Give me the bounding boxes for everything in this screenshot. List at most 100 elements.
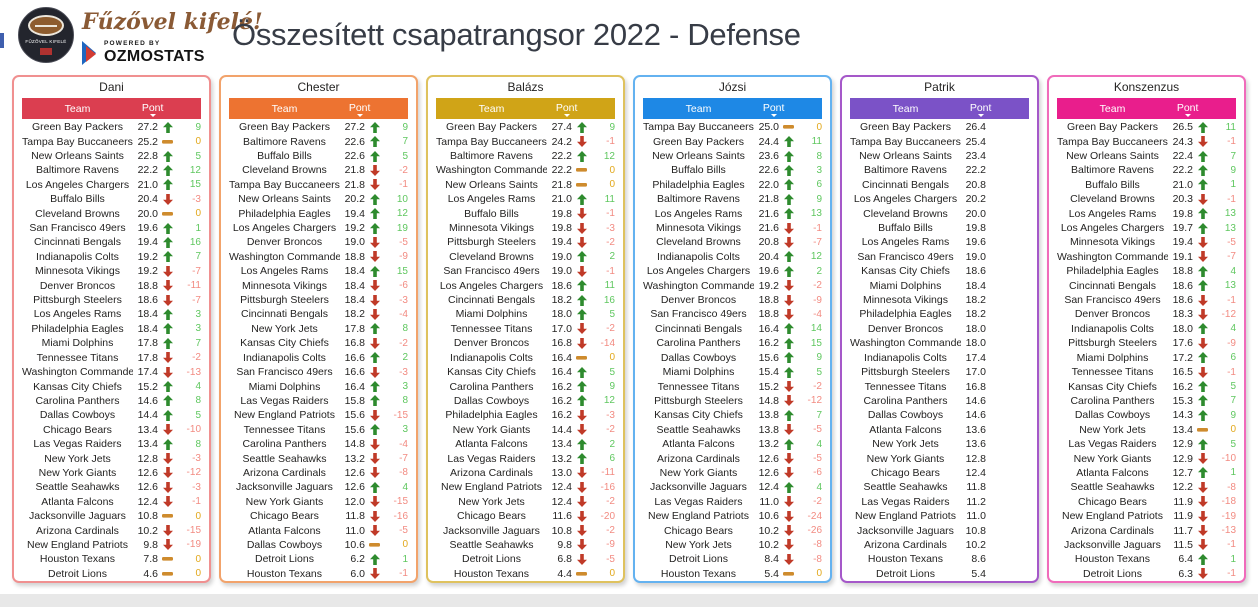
table-row[interactable]: Chicago Bears 11.6 -20 [428, 509, 623, 523]
table-row[interactable]: New York Jets 12.8 -3 [14, 451, 209, 465]
table-row[interactable]: San Francisco 49ers 19.0 -1 [428, 264, 623, 278]
table-row[interactable]: Kansas City Chiefs 16.2 5 [1049, 379, 1244, 393]
table-row[interactable]: Tampa Bay Buccaneers 25.0 0 [635, 120, 830, 134]
table-row[interactable]: Cincinnati Bengals 18.2 16 [428, 293, 623, 307]
table-row[interactable]: Detroit Lions 8.4 -8 [635, 552, 830, 566]
table-row[interactable]: Chicago Bears 13.4 -10 [14, 423, 209, 437]
table-row[interactable]: New England Patriots 11.9 -19 [1049, 509, 1244, 523]
table-row[interactable]: Tennessee Titans 15.2 -2 [635, 379, 830, 393]
table-row[interactable]: Pittsburgh Steelers 18.6 -7 [14, 293, 209, 307]
table-row[interactable]: Las Vegas Raiders 12.9 5 [1049, 437, 1244, 451]
table-row[interactable]: Detroit Lions 4.6 0 [14, 567, 209, 581]
table-row[interactable]: San Francisco 49ers 18.6 -1 [1049, 293, 1244, 307]
table-row[interactable]: Green Bay Packers 27.4 9 [428, 120, 623, 134]
column-header-team[interactable]: Team [64, 102, 91, 115]
table-row[interactable]: Green Bay Packers 27.2 9 [14, 120, 209, 134]
column-header-pont[interactable]: Pont [340, 98, 379, 119]
table-row[interactable]: Tennessee Titans 15.6 3 [221, 423, 416, 437]
table-row[interactable]: Tampa Bay Buccaneers 24.3 -1 [1049, 134, 1244, 148]
table-row[interactable]: Chicago Bears 11.9 -18 [1049, 495, 1244, 509]
table-row[interactable]: Atlanta Falcons 11.0 -5 [221, 523, 416, 537]
table-row[interactable]: Cincinnati Bengals 20.8 [842, 178, 1037, 192]
table-row[interactable]: New York Giants 12.6 -6 [635, 466, 830, 480]
table-row[interactable]: Baltimore Ravens 22.2 12 [14, 163, 209, 177]
table-row[interactable]: Los Angeles Chargers 20.2 [842, 192, 1037, 206]
table-row[interactable]: New York Jets 10.2 -8 [635, 538, 830, 552]
table-row[interactable]: Miami Dolphins 17.8 7 [14, 336, 209, 350]
table-row[interactable]: Las Vegas Raiders 13.4 8 [14, 437, 209, 451]
table-row[interactable]: Dallas Cowboys 10.6 0 [221, 538, 416, 552]
table-row[interactable]: Dallas Cowboys 16.2 12 [428, 394, 623, 408]
table-row[interactable]: Atlanta Falcons 13.2 4 [635, 437, 830, 451]
table-row[interactable]: San Francisco 49ers 18.8 -4 [635, 307, 830, 321]
table-row[interactable]: Cleveland Browns 19.0 2 [428, 250, 623, 264]
table-row[interactable]: Houston Texans 7.8 0 [14, 552, 209, 566]
table-row[interactable]: New Orleans Saints 23.4 [842, 149, 1037, 163]
table-row[interactable]: Tennessee Titans 17.8 -2 [14, 351, 209, 365]
table-row[interactable]: Denver Broncos 18.0 [842, 322, 1037, 336]
table-row[interactable]: Denver Broncos 18.8 -9 [635, 293, 830, 307]
table-row[interactable]: Los Angeles Rams 18.4 3 [14, 307, 209, 321]
table-row[interactable]: Cleveland Browns 21.8 -2 [221, 163, 416, 177]
table-row[interactable]: New England Patriots 15.6 -15 [221, 408, 416, 422]
table-row[interactable]: Miami Dolphins 15.4 5 [635, 365, 830, 379]
table-row[interactable]: New York Jets 13.6 [842, 437, 1037, 451]
table-row[interactable]: Tampa Bay Buccaneers 25.2 0 [14, 134, 209, 148]
table-row[interactable]: Jacksonville Jaguars 10.8 -2 [428, 523, 623, 537]
table-row[interactable]: Detroit Lions 5.4 [842, 567, 1037, 581]
table-row[interactable]: Indianapolis Colts 16.4 0 [428, 351, 623, 365]
table-row[interactable]: Buffalo Bills 19.8 [842, 221, 1037, 235]
table-row[interactable]: Baltimore Ravens 22.2 [842, 163, 1037, 177]
table-row[interactable]: Green Bay Packers 26.4 [842, 120, 1037, 134]
table-row[interactable]: Tampa Bay Buccaneers 21.8 -1 [221, 178, 416, 192]
table-row[interactable]: Indianapolis Colts 17.4 [842, 351, 1037, 365]
table-row[interactable]: Dallas Cowboys 15.6 9 [635, 351, 830, 365]
table-row[interactable]: New England Patriots 11.0 [842, 509, 1037, 523]
table-row[interactable]: Seattle Seahawks 13.2 -7 [221, 451, 416, 465]
table-row[interactable]: Buffalo Bills 22.6 5 [221, 149, 416, 163]
table-row[interactable]: New York Jets 12.4 -2 [428, 495, 623, 509]
table-row[interactable]: Pittsburgh Steelers 17.6 -9 [1049, 336, 1244, 350]
table-row[interactable]: Cincinnati Bengals 18.2 -4 [221, 307, 416, 321]
table-row[interactable]: Philadelphia Eagles 16.2 -3 [428, 408, 623, 422]
table-row[interactable]: Las Vegas Raiders 11.2 [842, 495, 1037, 509]
table-row[interactable]: Arizona Cardinals 10.2 [842, 538, 1037, 552]
table-row[interactable]: San Francisco 49ers 19.6 1 [14, 221, 209, 235]
table-row[interactable]: Los Angeles Rams 18.4 15 [221, 264, 416, 278]
table-row[interactable]: Houston Texans 8.6 [842, 552, 1037, 566]
table-row[interactable]: Washington Commanders 19.1 -7 [1049, 250, 1244, 264]
table-row[interactable]: Indianapolis Colts 16.6 2 [221, 351, 416, 365]
table-row[interactable]: New York Giants 12.8 [842, 451, 1037, 465]
table-row[interactable]: Cleveland Browns 20.0 [842, 206, 1037, 220]
table-row[interactable]: New York Jets 13.4 0 [1049, 423, 1244, 437]
table-row[interactable]: Arizona Cardinals 12.6 -8 [221, 466, 416, 480]
table-row[interactable]: Tennessee Titans 16.5 -1 [1049, 365, 1244, 379]
table-row[interactable]: Indianapolis Colts 20.4 12 [635, 250, 830, 264]
column-header-team[interactable]: Team [892, 102, 919, 115]
column-header-team[interactable]: Team [478, 102, 505, 115]
table-row[interactable]: Green Bay Packers 27.2 9 [221, 120, 416, 134]
table-row[interactable]: Kansas City Chiefs 16.4 5 [428, 365, 623, 379]
table-row[interactable]: Denver Broncos 18.8 -11 [14, 278, 209, 292]
table-row[interactable]: Las Vegas Raiders 11.0 -2 [635, 495, 830, 509]
table-row[interactable]: Miami Dolphins 18.0 5 [428, 307, 623, 321]
table-row[interactable]: Los Angeles Chargers 21.0 15 [14, 178, 209, 192]
table-row[interactable]: Buffalo Bills 22.6 3 [635, 163, 830, 177]
table-row[interactable]: Cincinnati Bengals 19.4 16 [14, 235, 209, 249]
table-row[interactable]: New England Patriots 12.4 -16 [428, 480, 623, 494]
table-row[interactable]: Atlanta Falcons 12.7 1 [1049, 466, 1244, 480]
table-row[interactable]: San Francisco 49ers 19.0 [842, 250, 1037, 264]
table-row[interactable]: Minnesota Vikings 18.4 -6 [221, 278, 416, 292]
table-row[interactable]: Dallas Cowboys 14.4 5 [14, 408, 209, 422]
table-row[interactable]: Carolina Panthers 14.6 8 [14, 394, 209, 408]
table-row[interactable]: Dallas Cowboys 14.3 9 [1049, 408, 1244, 422]
table-row[interactable]: Los Angeles Chargers 18.6 11 [428, 278, 623, 292]
table-row[interactable]: Cincinnati Bengals 16.4 14 [635, 322, 830, 336]
table-row[interactable]: Minnesota Vikings 19.2 -7 [14, 264, 209, 278]
table-row[interactable]: New Orleans Saints 23.6 8 [635, 149, 830, 163]
table-row[interactable]: Green Bay Packers 26.5 11 [1049, 120, 1244, 134]
table-row[interactable]: Philadelphia Eagles 18.8 4 [1049, 264, 1244, 278]
table-row[interactable]: New Orleans Saints 22.8 5 [14, 149, 209, 163]
table-row[interactable]: Los Angeles Rams 21.0 11 [428, 192, 623, 206]
table-row[interactable]: New England Patriots 9.8 -19 [14, 538, 209, 552]
